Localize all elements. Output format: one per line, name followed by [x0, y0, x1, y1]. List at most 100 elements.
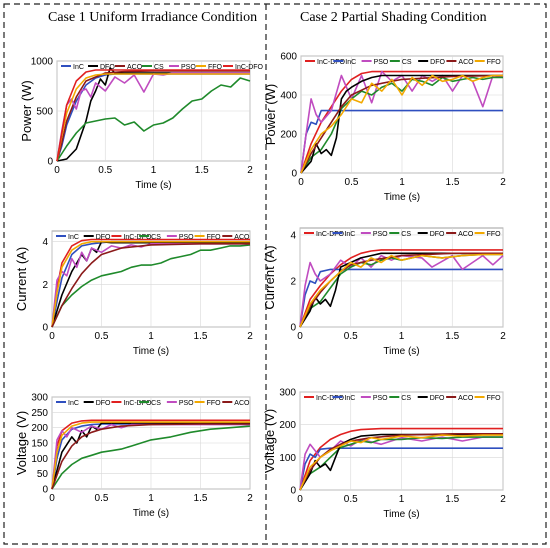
legend-label-pso: PSO: [181, 64, 196, 71]
series-line-aco: [299, 252, 503, 328]
y-tick-label: 50: [37, 469, 49, 480]
legend-label-cs: CS: [151, 234, 161, 241]
x-axis-label: Time (s): [133, 346, 169, 357]
y-tick-label: 0: [47, 157, 53, 168]
x-tick-label: 2: [500, 494, 506, 505]
x-tick-label: 2: [247, 331, 253, 342]
legend-label-inc-dfo: InC-DFO: [317, 59, 346, 66]
y-tick-label: 100: [279, 453, 296, 464]
x-tick-label: 1.5: [195, 165, 209, 176]
series-line-aco: [51, 423, 250, 490]
series-line-aco: [300, 74, 504, 174]
legend-label-ffo: FFO: [208, 64, 223, 71]
y-tick-label: 4: [290, 230, 296, 241]
series-line-ffo: [299, 253, 503, 328]
y-tick-label: 0: [291, 169, 297, 180]
panel-power-case2: 0 200 400 600 0 0.5 1 1.5 2 Time (s) Power (W) InC-…: [263, 52, 506, 204]
legend-label-pso: PSO: [373, 231, 388, 238]
x-tick-label: 1: [151, 165, 157, 176]
panel-power-case1: 0 500 1000 0 0.5 1 1.5 2 Time (s) Power (W) InC DFO…: [19, 57, 264, 192]
legend-label-cs: CS: [401, 395, 411, 402]
x-tick-label: 0: [297, 331, 303, 342]
series-line-aco: [51, 243, 250, 328]
y-tick-label: 250: [31, 408, 48, 419]
x-tick-label: 0: [49, 331, 55, 342]
series-line-inc-dfo: [51, 238, 250, 328]
legend-label-inc: InC: [68, 400, 79, 407]
legend-label-inc-dfo: InC-DFO: [235, 64, 264, 71]
x-tick-label: 0.5: [345, 177, 359, 188]
y-tick-label: 100: [31, 454, 48, 465]
y-tick-label: 2: [290, 276, 296, 287]
panel-current-case1: 0 2 4 0 0.5 1 1.5 2 Time (s) Current (A) InC DFO InC…: [14, 230, 253, 357]
legend-label-inc-dfo: InC-DFO: [123, 234, 152, 241]
y-tick-label: 0: [42, 485, 48, 496]
x-tick-label: 2: [247, 493, 253, 504]
legend-label-pso: PSO: [373, 395, 388, 402]
panel-voltage-case2: 0 100 200 300 0 0.5 1 1.5 2 Time (s) Voltage (V) In…: [262, 388, 506, 521]
y-axis-label: Current (A): [14, 247, 29, 311]
legend-label-dfo: DFO: [96, 400, 111, 407]
legend-label-ffo: FFO: [487, 395, 502, 402]
legend-label-aco: ACO: [234, 400, 250, 407]
x-tick-label: 0.5: [95, 493, 109, 504]
series-line-ffo: [51, 240, 250, 328]
legend-label-inc-dfo: InC-DFO: [316, 395, 345, 402]
outer-frame: [3, 3, 547, 545]
legend-label-inc: InC: [68, 234, 79, 241]
x-tick-label: 1.5: [194, 493, 208, 504]
x-tick-label: 0.5: [344, 494, 358, 505]
x-tick-label: 1: [399, 494, 405, 505]
x-tick-label: 2: [247, 165, 253, 176]
x-tick-label: 1.5: [445, 494, 459, 505]
legend-label-dfo: DFO: [430, 395, 445, 402]
series-line-cs: [51, 425, 251, 490]
x-tick-label: 0: [298, 177, 304, 188]
legend-label-dfo: DFO: [96, 234, 111, 241]
y-axis-label: Current (A): [262, 245, 277, 309]
series-line-cs: [56, 77, 251, 162]
series-line-inc: [299, 447, 503, 491]
y-tick-label: 300: [31, 393, 48, 404]
series-line-inc: [299, 268, 503, 328]
x-tick-label: 0.5: [344, 331, 358, 342]
x-axis-label: Time (s): [133, 508, 169, 519]
panel-current-case2: 0 2 4 0 0.5 1 1.5 2 Time (s) Current (A) InC-DFO In…: [262, 227, 506, 357]
y-tick-label: 200: [31, 423, 48, 434]
y-tick-label: 1000: [31, 57, 54, 68]
legend-label-ffo: FFO: [207, 234, 222, 241]
x-tick-label: 1.5: [446, 177, 460, 188]
x-tick-label: 0.5: [98, 165, 112, 176]
series-line-ffo: [56, 73, 250, 162]
x-tick-label: 0: [49, 493, 55, 504]
legend-label-inc-dfo: InC-DFO: [123, 400, 152, 407]
x-tick-label: 2: [500, 177, 506, 188]
y-tick-label: 500: [36, 107, 53, 118]
x-axis-label: Time (s): [383, 509, 419, 520]
series-line-cs: [51, 244, 251, 328]
legend-label-inc-dfo: InC-DFO: [316, 231, 345, 238]
y-tick-label: 0: [42, 323, 48, 334]
case-2-title: Case 2 Partial Shading Condition: [300, 10, 487, 25]
y-tick-label: 150: [31, 439, 48, 450]
y-tick-label: 200: [279, 420, 296, 431]
legend-label-aco: ACO: [458, 231, 474, 238]
y-tick-label: 300: [279, 388, 296, 399]
series-line-pso: [51, 423, 250, 490]
legend-label-pso: PSO: [179, 234, 194, 241]
legend-label-cs: CS: [401, 231, 411, 238]
legend-label-dfo: DFO: [100, 64, 115, 71]
legend-label-pso: PSO: [179, 400, 194, 407]
legend-label-ffo: FFO: [487, 59, 502, 66]
x-axis-label: Time (s): [383, 346, 419, 357]
legend-label-aco: ACO: [458, 59, 474, 66]
legend-label-pso: PSO: [374, 59, 389, 66]
series-line-cs: [299, 436, 503, 491]
y-axis-label: Voltage (V): [262, 409, 277, 473]
x-tick-label: 1: [399, 331, 405, 342]
y-axis-label: Power (W): [19, 80, 34, 141]
y-tick-label: 2: [42, 280, 48, 291]
x-tick-label: 2: [500, 331, 506, 342]
legend-label-inc: InC: [73, 64, 84, 71]
